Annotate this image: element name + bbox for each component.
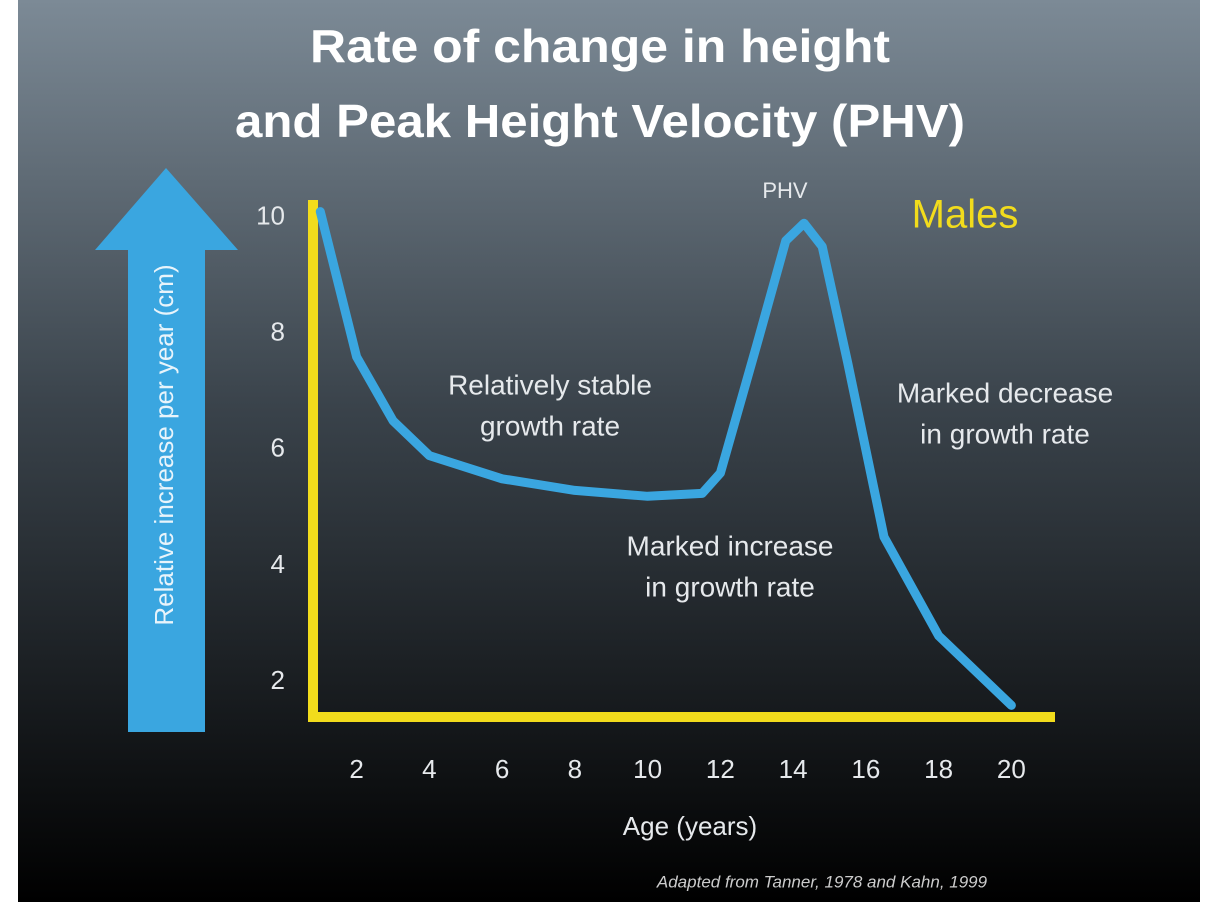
x-tick-label: 14 <box>779 754 808 784</box>
annotation: PHV <box>762 178 808 203</box>
annotation: in growth rate <box>645 571 815 602</box>
chart-title: Rate of change in height <box>310 20 890 72</box>
source: Adapted from Tanner, 1978 and Kahn, 1999 <box>656 872 988 891</box>
y-tick-label: 2 <box>271 665 285 695</box>
x-tick-label: 4 <box>422 754 436 784</box>
x-tick-label: 12 <box>706 754 735 784</box>
y-tick-label: 10 <box>256 200 285 230</box>
x-tick-label: 2 <box>349 754 363 784</box>
y-arrow <box>95 168 238 732</box>
x-tick-label: 16 <box>851 754 880 784</box>
legend-label: Males <box>912 193 1019 237</box>
y-tick-label: 4 <box>271 549 285 579</box>
annotation: Marked increase <box>627 530 834 561</box>
x-axis-label: Age (years) <box>623 811 757 841</box>
y-tick-label: 6 <box>271 433 285 463</box>
chart-title: and Peak Height Velocity (PHV) <box>235 95 965 147</box>
y-axis-label: Relative increase per year (cm) <box>149 264 179 625</box>
x-tick-label: 6 <box>495 754 509 784</box>
annotation: growth rate <box>480 410 620 441</box>
x-tick-label: 20 <box>997 754 1026 784</box>
annotation: Relatively stable <box>448 369 652 400</box>
annotation: Marked decrease <box>897 377 1113 408</box>
x-tick-label: 10 <box>633 754 662 784</box>
x-tick-label: 8 <box>568 754 582 784</box>
line-series <box>315 207 1016 710</box>
annotation: in growth rate <box>920 418 1090 449</box>
y-tick-label: 8 <box>271 316 285 346</box>
x-tick-label: 18 <box>924 754 953 784</box>
background <box>18 0 1200 902</box>
